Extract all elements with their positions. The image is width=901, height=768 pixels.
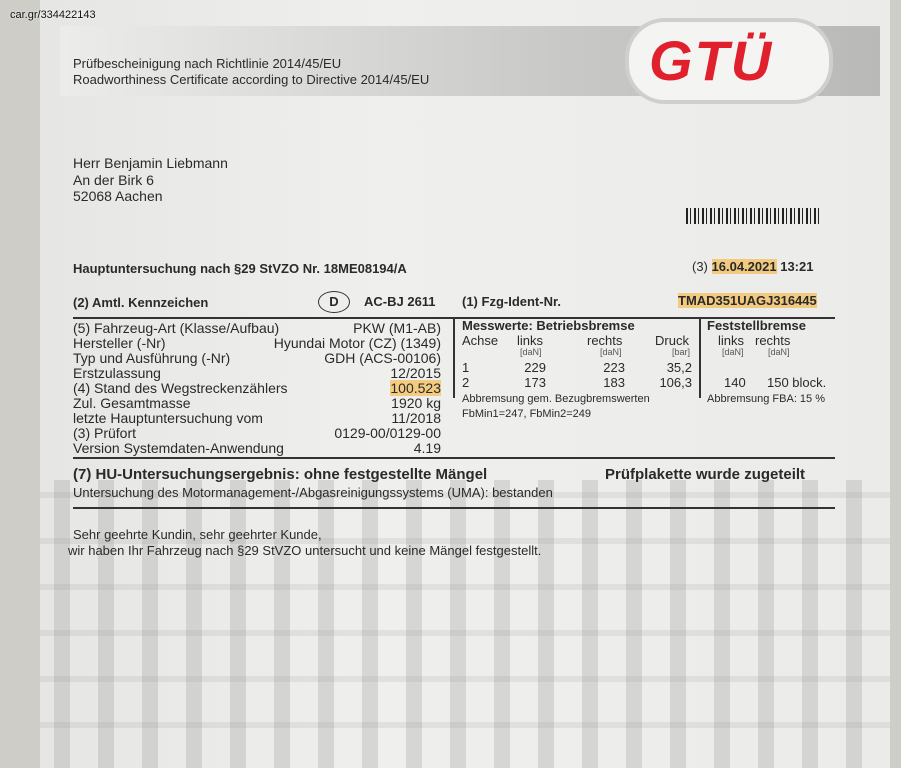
inspection-datetime: (3) 16.04.2021 13:21 — [692, 259, 814, 274]
vehicle-label: Version Systemdaten-Anwendung — [73, 440, 284, 456]
address-city: 52068 Aachen — [73, 188, 163, 204]
parking-title: Feststellbremse — [707, 318, 806, 333]
result-title: (7) HU-Untersuchungsergebnis: ohne festg… — [73, 466, 488, 483]
brake-cell: 229 — [524, 360, 546, 375]
parking-unit: [daN] — [768, 347, 790, 357]
security-pattern — [40, 480, 890, 768]
vehicle-value: 12/2015 — [390, 365, 441, 381]
brake-cell: 35,2 — [666, 360, 692, 375]
brake-header: Achse — [462, 333, 499, 348]
divider — [73, 507, 835, 509]
vehicle-label: Zul. Gesamtmasse — [73, 395, 191, 411]
plate-value: AC-BJ 2611 — [364, 294, 436, 309]
vehicle-label: (4) Stand des Wegstreckenzählers — [73, 380, 288, 396]
inspection-time: 13:21 — [780, 259, 814, 274]
vehicle-label: Typ und Ausführung (-Nr) — [73, 350, 231, 366]
brake-cell: 223 — [603, 360, 625, 375]
divider — [73, 457, 835, 459]
barcode — [686, 208, 820, 224]
brake-unit: [daN] — [600, 347, 622, 357]
brake-cell: 1 — [462, 360, 470, 375]
address-street: An der Birk 6 — [73, 172, 154, 188]
vehicle-label: (5) Fahrzeug-Art (Klasse/Aufbau) — [73, 320, 280, 336]
brake-cell: 173 — [524, 375, 546, 390]
result-badge: Prüfplakette wurde zugeteilt — [605, 466, 806, 483]
brake-header: Druck — [655, 333, 689, 348]
uma-result: Untersuchung des Motormanagement-/Abgasr… — [73, 485, 553, 500]
gtu-logo: GTÜ — [625, 18, 833, 104]
vehicle-label: Hersteller (-Nr) — [73, 335, 166, 351]
vehicle-value: 11/2018 — [391, 410, 441, 426]
parking-cell: 150 block. — [767, 375, 827, 390]
letter-body: wir haben Ihr Fahrzeug nach §29 StVZO un… — [68, 543, 542, 558]
address-name: Herr Benjamin Liebmann — [73, 155, 228, 171]
vehicle-label: letzte Hauptuntersuchung vom — [73, 410, 263, 426]
parking-header: rechts — [755, 333, 791, 348]
vin-label: (1) Fzg-Ident-Nr. — [462, 294, 561, 309]
brake-unit: [bar] — [672, 347, 691, 357]
plate-label: (2) Amtl. Kennzeichen — [73, 295, 209, 310]
brake-unit: [daN] — [520, 347, 542, 357]
parking-header: links — [718, 333, 745, 348]
vehicle-value: 4.19 — [413, 440, 441, 456]
brake-note: FbMin1=247, FbMin2=249 — [462, 408, 592, 420]
parking-cell: 140 — [724, 375, 746, 390]
vehicle-value: GDH (ACS-00106) — [324, 350, 441, 366]
inspection-date: 16.04.2021 — [711, 259, 777, 274]
brake-cell: 106,3 — [659, 375, 692, 390]
divider — [699, 318, 701, 398]
parking-unit: [daN] — [722, 347, 744, 357]
vehicle-label: Erstzulassung — [73, 365, 161, 381]
vehicle-value: PKW (M1-AB) — [353, 320, 441, 336]
vehicle-value: 0129-00/0129-00 — [334, 425, 441, 441]
brake-header: links — [517, 333, 544, 348]
odometer-value: 100.523 — [390, 380, 441, 396]
country-badge: D — [318, 291, 350, 313]
brake-note: Abbremsung gem. Bezugbremswerten — [462, 393, 650, 405]
vehicle-label: (3) Prüfort — [73, 425, 137, 441]
header-title-de: Prüfbescheinigung nach Richtlinie 2014/4… — [73, 56, 342, 71]
brake-title: Messwerte: Betriebsbremse — [462, 318, 635, 333]
vin-value: TMAD351UAGJ316445 — [678, 293, 817, 308]
divider — [73, 317, 835, 319]
vehicle-value: 1920 kg — [391, 395, 441, 411]
letter-salutation: Sehr geehrte Kundin, sehr geehrter Kunde… — [73, 527, 322, 542]
brake-cell: 183 — [603, 375, 625, 390]
brake-cell: 2 — [462, 375, 470, 390]
divider — [453, 318, 455, 398]
brake-header: rechts — [587, 333, 623, 348]
inspection-title: Hauptuntersuchung nach §29 StVZO Nr. 18M… — [73, 261, 407, 276]
vehicle-value: Hyundai Motor (CZ) (1349) — [273, 335, 441, 351]
parking-note: Abbremsung FBA: 15 % — [707, 393, 826, 405]
header-title-en: Roadworthiness Certificate according to … — [73, 72, 430, 87]
certificate-paper — [40, 0, 890, 768]
watermark-text: car.gr/334422143 — [10, 9, 96, 21]
